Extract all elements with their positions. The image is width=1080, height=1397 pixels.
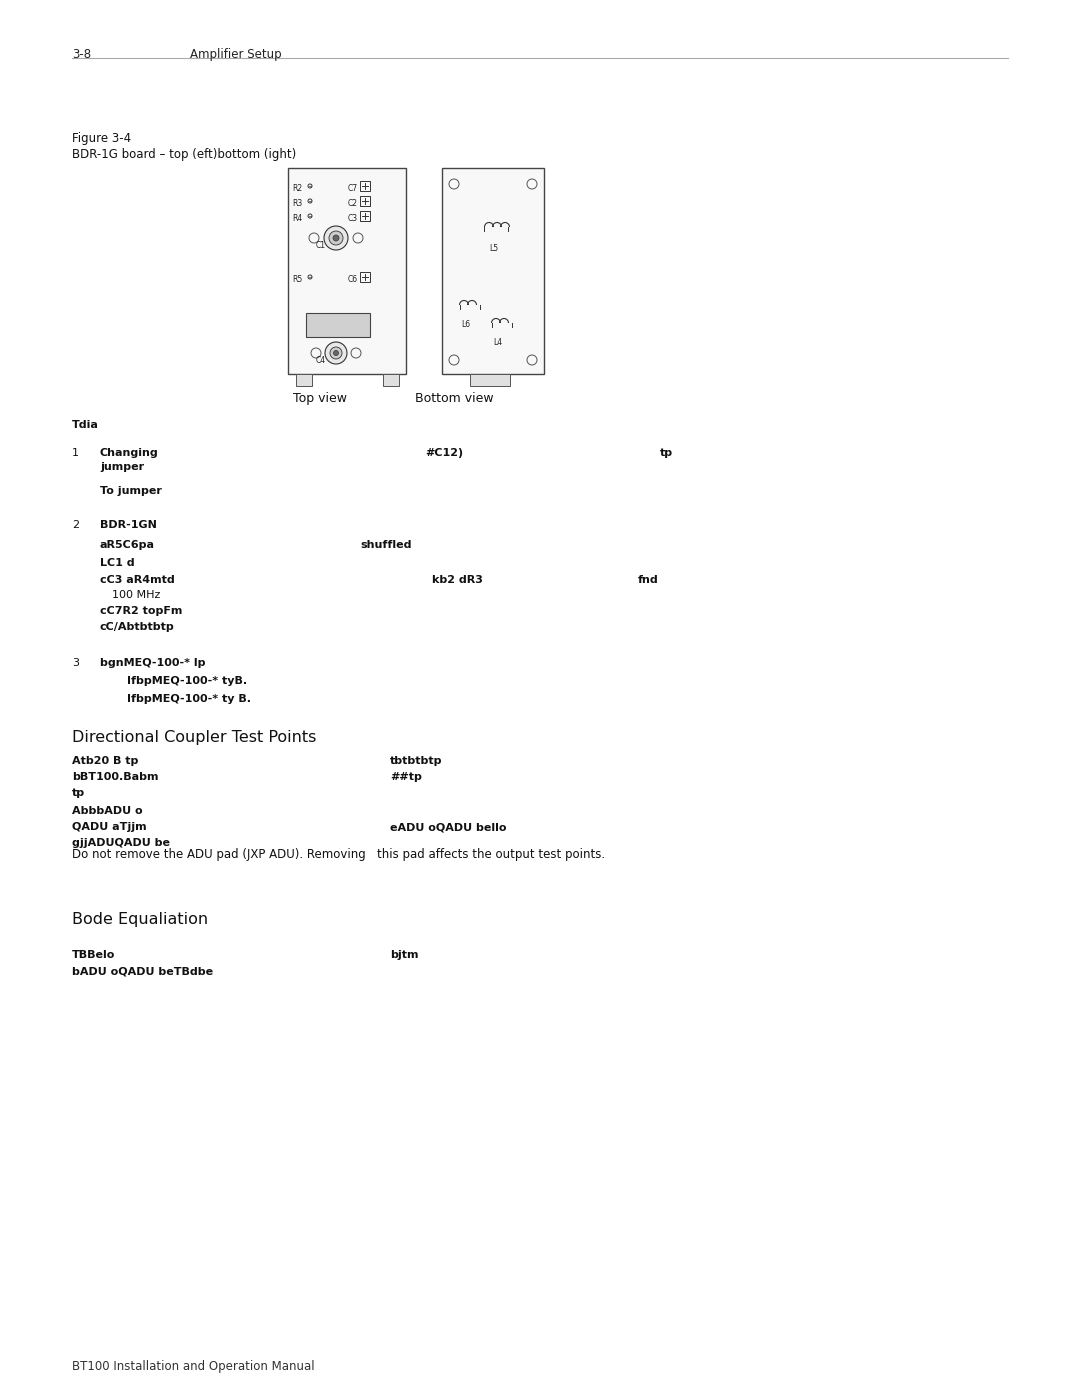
Text: C1: C1 (316, 242, 326, 250)
Text: TBBelo: TBBelo (72, 950, 116, 960)
Text: L4: L4 (494, 338, 502, 346)
FancyBboxPatch shape (288, 168, 406, 374)
Text: C2: C2 (348, 198, 357, 208)
Bar (306, 313, 370, 337)
Text: bBT100.Babm: bBT100.Babm (72, 773, 159, 782)
Bar (360, 182, 370, 191)
Bar (296, 374, 312, 386)
Text: LC1 d: LC1 d (100, 557, 135, 569)
Bar (383, 374, 399, 386)
Text: Atb20 B tp: Atb20 B tp (72, 756, 138, 766)
Text: Tdia: Tdia (72, 420, 99, 430)
Text: C7: C7 (348, 184, 359, 193)
Text: bADU oQADU beTBdbe: bADU oQADU beTBdbe (72, 965, 213, 977)
Text: AbbbADU o: AbbbADU o (72, 806, 143, 816)
Circle shape (324, 226, 348, 250)
Text: Bottom view: Bottom view (415, 393, 494, 405)
Text: L5: L5 (489, 244, 499, 253)
Text: ##tp: ##tp (390, 773, 422, 782)
Text: R2: R2 (292, 184, 302, 193)
Circle shape (330, 346, 342, 359)
Text: jumper: jumper (100, 462, 144, 472)
Text: QADU aTjjm: QADU aTjjm (72, 821, 147, 833)
Text: gjjADUQADU be: gjjADUQADU be (72, 838, 170, 848)
Text: kb2 dR3: kb2 dR3 (432, 576, 483, 585)
Text: BDR-1GN: BDR-1GN (100, 520, 157, 529)
Text: BT100 Installation and Operation Manual: BT100 Installation and Operation Manual (72, 1361, 314, 1373)
Text: C3: C3 (348, 214, 359, 224)
Text: R4: R4 (292, 214, 302, 224)
Text: aR5C6pa: aR5C6pa (100, 541, 156, 550)
Text: R3: R3 (292, 198, 302, 208)
Text: Directional Coupler Test Points: Directional Coupler Test Points (72, 731, 316, 745)
Circle shape (325, 342, 347, 365)
Bar (360, 196, 370, 205)
Text: Bode Equaliation: Bode Equaliation (72, 912, 208, 928)
Text: tp: tp (72, 788, 85, 798)
Text: bjtm: bjtm (390, 950, 419, 960)
Bar (360, 272, 370, 282)
Circle shape (329, 231, 343, 244)
Text: 3: 3 (72, 658, 79, 668)
Circle shape (333, 235, 339, 242)
Text: Changing: Changing (100, 448, 159, 458)
Text: C4: C4 (316, 356, 326, 365)
Circle shape (334, 351, 338, 355)
Text: cC7R2 topFm: cC7R2 topFm (100, 606, 183, 616)
Text: Amplifier Setup: Amplifier Setup (190, 47, 282, 61)
Text: tp: tp (660, 448, 673, 458)
Bar (470, 374, 510, 386)
Text: R5: R5 (292, 275, 302, 284)
Text: IfbpMEQ-100-* tyB.: IfbpMEQ-100-* tyB. (127, 676, 247, 686)
Text: 1: 1 (72, 448, 79, 458)
Text: C6: C6 (348, 275, 359, 284)
FancyBboxPatch shape (442, 168, 544, 374)
Text: tbtbtbtp: tbtbtbtp (390, 756, 443, 766)
Text: 100 MHz: 100 MHz (112, 590, 160, 599)
Text: 2: 2 (72, 520, 79, 529)
Text: shuffled: shuffled (360, 541, 411, 550)
Text: Figure 3-4: Figure 3-4 (72, 131, 131, 145)
Text: eADU oQADU bello: eADU oQADU bello (390, 821, 507, 833)
Text: bgnMEQ-100-* lp: bgnMEQ-100-* lp (100, 658, 205, 668)
Text: Top view: Top view (293, 393, 347, 405)
Text: BDR-1G board – top (eft)bottom (ight): BDR-1G board – top (eft)bottom (ight) (72, 148, 296, 161)
Text: 3-8: 3-8 (72, 47, 91, 61)
Text: cC3 aR4mtd: cC3 aR4mtd (100, 576, 175, 585)
Text: fnd: fnd (638, 576, 659, 585)
Text: #C12): #C12) (426, 448, 463, 458)
Bar (360, 211, 370, 221)
Text: To jumper: To jumper (100, 486, 162, 496)
Text: cC/Abtbtbtp: cC/Abtbtbtp (100, 622, 175, 631)
Text: IfbpMEQ-100-* ty B.: IfbpMEQ-100-* ty B. (127, 694, 251, 704)
Text: L6: L6 (461, 320, 471, 330)
Text: Do not remove the ADU pad (JXP ADU). Removing   this pad affects the output test: Do not remove the ADU pad (JXP ADU). Rem… (72, 848, 605, 861)
